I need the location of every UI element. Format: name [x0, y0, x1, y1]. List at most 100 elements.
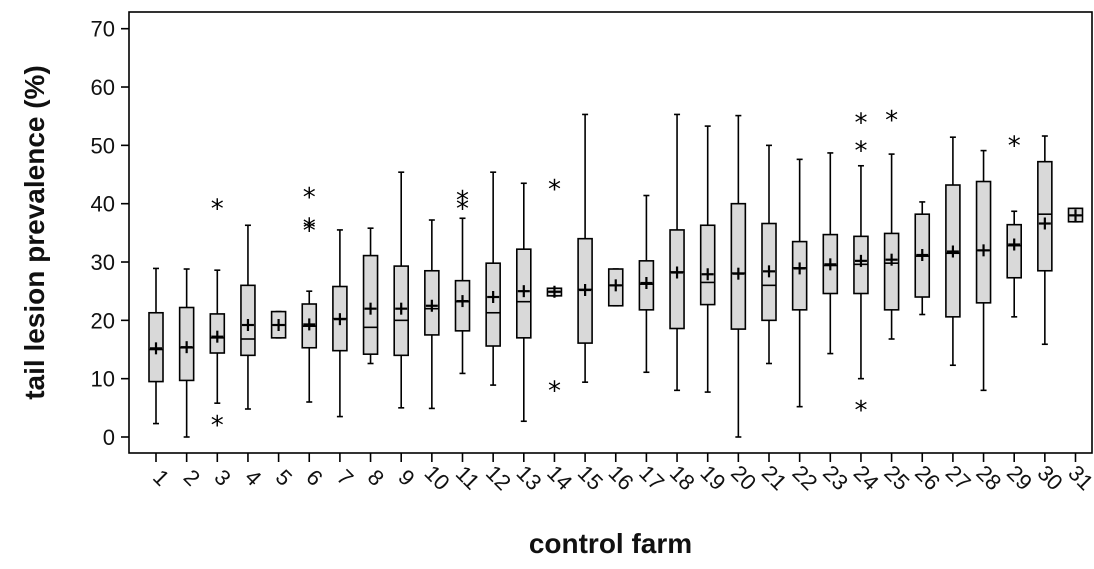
- y-tick-label: 70: [91, 17, 115, 42]
- x-tick-label: 26: [910, 460, 945, 495]
- x-tick-label: 11: [451, 461, 485, 495]
- y-axis-title: tail lesion prevalence (%): [19, 65, 50, 400]
- x-tick-label: 21: [757, 460, 792, 495]
- box-group-farm-2: [178, 268, 195, 438]
- box-group-farm-24: ***: [853, 108, 869, 426]
- x-tick-label: 4: [240, 465, 266, 491]
- plot-frame: [128, 11, 1093, 454]
- box-group-farm-4: [240, 224, 256, 410]
- box-group-farm-28: [975, 149, 992, 392]
- box-group-farm-10: [424, 219, 440, 410]
- x-tick-label: 27: [941, 460, 976, 495]
- box-group-farm-5: [270, 310, 287, 339]
- box-group-farm-11: **: [454, 186, 471, 375]
- x-tick-label: 2: [179, 465, 205, 491]
- x-tick-label: 23: [818, 460, 853, 495]
- x-axis-title: control farm: [529, 528, 692, 559]
- iqr-box: [485, 262, 501, 347]
- outlier-point: *: [854, 396, 867, 426]
- iqr-box: [669, 229, 685, 330]
- box-group-farm-22: [791, 158, 808, 408]
- outlier-point: *: [303, 183, 316, 213]
- iqr-box: [975, 180, 992, 304]
- x-tick-label: 6: [301, 465, 327, 491]
- box-plot-series: **************: [148, 106, 1084, 441]
- x-tick-label: 20: [726, 460, 761, 495]
- x-tick-label: 12: [481, 460, 516, 495]
- outlier-point: *: [885, 106, 898, 136]
- outlier-point: *: [456, 195, 469, 225]
- y-tick-label: 20: [91, 308, 115, 333]
- x-tick-label: 18: [665, 460, 700, 495]
- x-tick-label: 25: [879, 460, 914, 495]
- box-group-farm-1: [148, 267, 164, 425]
- x-tick-label: 17: [634, 460, 669, 495]
- x-tick-label: 7: [332, 465, 358, 491]
- x-tick-label: 5: [271, 465, 297, 491]
- outlier-point: *: [548, 175, 561, 205]
- iqr-box: [1006, 223, 1023, 279]
- box-group-farm-14: **: [546, 175, 563, 407]
- iqr-box: [699, 224, 716, 306]
- outlier-point: *: [303, 213, 316, 243]
- x-tick-label: 9: [393, 465, 419, 491]
- y-tick-label: 60: [91, 75, 115, 100]
- x-tick-label: 19: [696, 460, 731, 495]
- y-tick-label: 40: [91, 192, 115, 217]
- iqr-box: [730, 202, 747, 330]
- x-tick-label: 24: [849, 460, 884, 495]
- box-group-farm-21: [761, 144, 777, 365]
- x-tick-label: 16: [604, 460, 639, 495]
- y-tick-label: 0: [103, 425, 115, 450]
- box-group-farm-15: [577, 113, 593, 383]
- outlier-point: *: [211, 195, 224, 225]
- x-tick-label: 10: [420, 460, 455, 495]
- x-tick-label: 22: [787, 460, 822, 495]
- outlier-point: *: [456, 186, 469, 216]
- x-tick-label: 28: [971, 460, 1006, 495]
- y-axis: 0 10 20 30 40 50 60 70: [91, 17, 129, 450]
- outlier-point: *: [1008, 132, 1021, 162]
- x-tick-label: 15: [573, 460, 608, 495]
- box-group-farm-31: [1067, 207, 1084, 223]
- box-group-farm-30: [1037, 135, 1053, 346]
- y-tick-label: 50: [91, 133, 115, 158]
- outlier-point: *: [854, 136, 867, 166]
- box-group-farm-19: [699, 125, 716, 393]
- x-tick-label: 3: [209, 465, 235, 491]
- x-axis: 1 2 3 4 5 6 7 8 9 1011121314151617181920212223242…: [148, 453, 1094, 495]
- outlier-point: *: [854, 108, 867, 138]
- box-group-farm-7: [332, 229, 348, 418]
- x-tick-label: 31: [1063, 460, 1094, 495]
- iqr-box: [883, 232, 900, 311]
- box-group-farm-12: [485, 171, 501, 386]
- box-group-farm-13: [515, 182, 532, 423]
- x-tick-label: 1: [148, 465, 174, 491]
- x-tick-label: 30: [1033, 460, 1068, 495]
- x-tick-label: 14: [542, 460, 577, 495]
- box-group-farm-25: *: [883, 106, 900, 340]
- box-group-farm-20: [730, 114, 747, 438]
- box-group-farm-17: [638, 194, 655, 374]
- y-tick-label: 30: [91, 250, 115, 275]
- x-tick-label: 8: [363, 465, 389, 491]
- outlier-point: *: [548, 377, 561, 407]
- box-group-farm-3: **: [209, 195, 226, 441]
- outlier-point: *: [211, 411, 224, 441]
- box-group-farm-27: [945, 136, 961, 367]
- box-group-farm-16: [607, 268, 624, 307]
- x-tick-label: 13: [512, 460, 547, 495]
- box-group-farm-18: [669, 113, 685, 392]
- box-group-farm-23: [822, 152, 839, 355]
- y-tick-label: 10: [91, 367, 115, 392]
- iqr-box: [1037, 160, 1053, 272]
- x-tick-label: 29: [1002, 460, 1037, 495]
- box-group-farm-9: [393, 171, 410, 409]
- iqr-box: [791, 240, 808, 311]
- box-group-farm-8: [362, 227, 379, 365]
- box-group-farm-6: ***: [301, 183, 318, 403]
- box-group-farm-29: *: [1006, 132, 1023, 318]
- outlier-point: *: [303, 216, 316, 246]
- box-group-farm-26: [914, 201, 931, 316]
